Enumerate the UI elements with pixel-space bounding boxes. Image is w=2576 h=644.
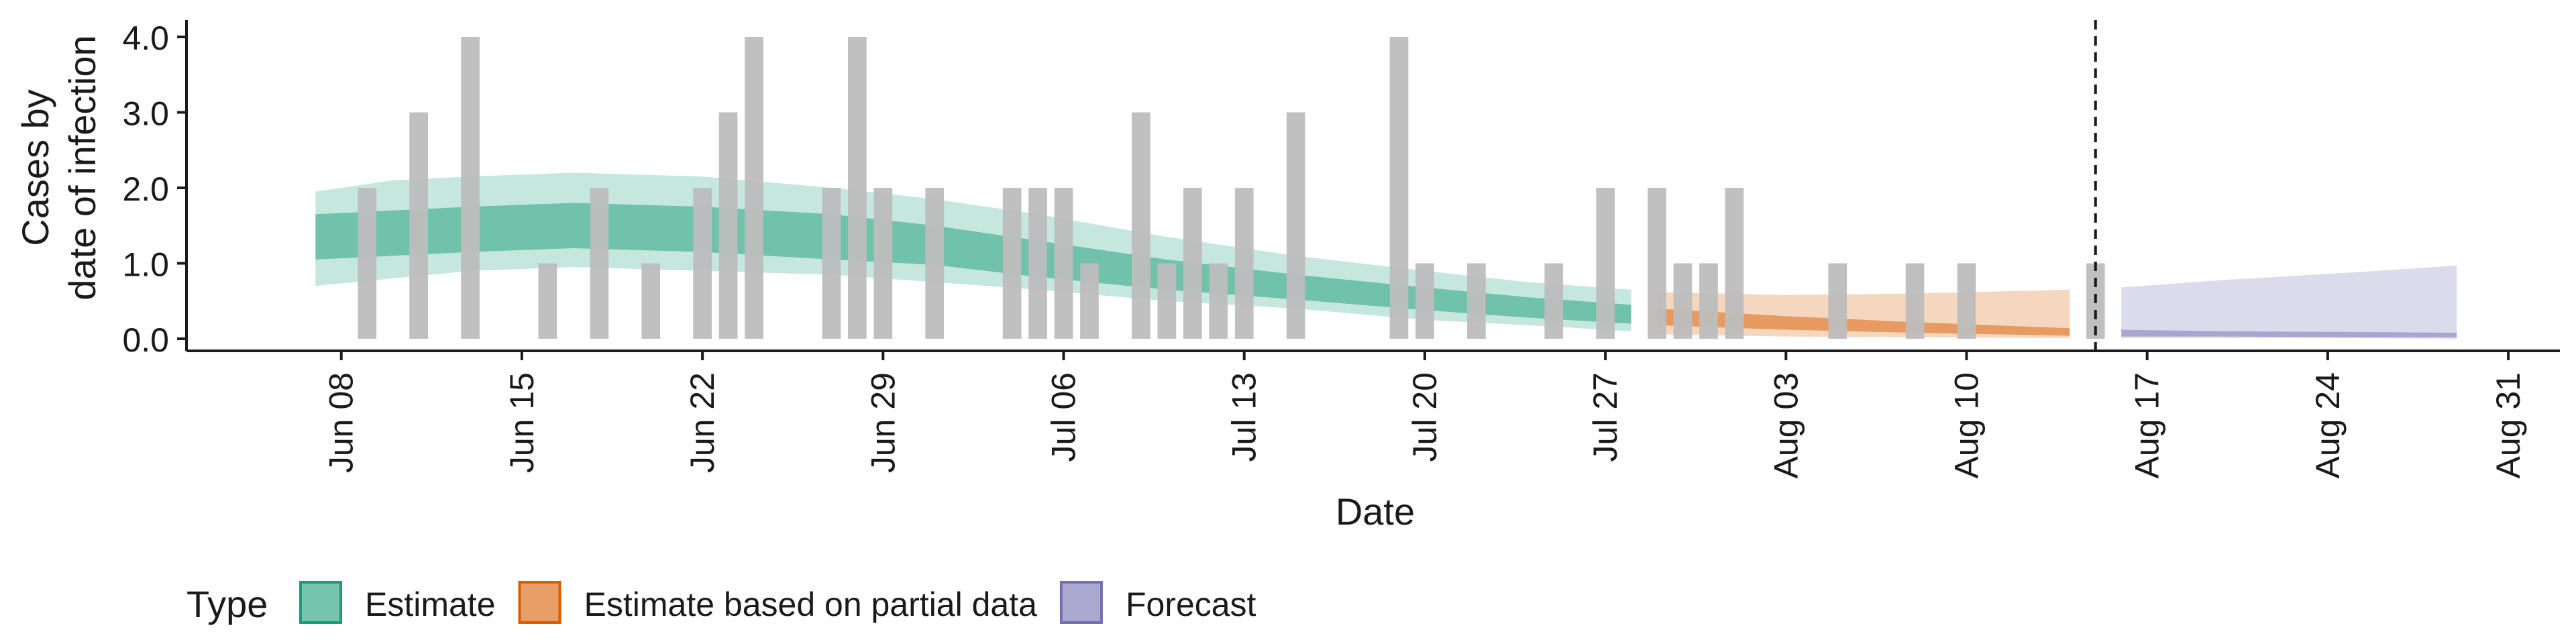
x-axis-label: Date bbox=[1336, 490, 1415, 533]
axes: 0.0 1.0 2.0 3.0 4.0 Jun 08 Jun 15 Jun 22 Jun 29 J… bbox=[122, 19, 2560, 478]
case-bar bbox=[1467, 263, 1486, 339]
case-bar bbox=[1389, 37, 1409, 339]
case-bar bbox=[925, 188, 945, 339]
case-bar bbox=[1725, 188, 1744, 339]
case-bar bbox=[848, 37, 867, 339]
case-bar bbox=[1183, 188, 1202, 339]
case-bar bbox=[590, 188, 609, 339]
case-bar bbox=[693, 188, 712, 339]
case-bar bbox=[1905, 263, 1925, 339]
case-bar bbox=[1157, 263, 1177, 339]
x-tick-label: Aug 10 bbox=[1948, 372, 1986, 478]
case-bar bbox=[461, 37, 480, 339]
x-tick-label: Jul 06 bbox=[1045, 372, 1083, 462]
case-bar bbox=[538, 263, 557, 339]
x-tick-label: Jun 15 bbox=[503, 372, 541, 473]
y-tick-label: 1.0 bbox=[122, 246, 169, 284]
case-bar bbox=[1957, 263, 1976, 339]
case-bar bbox=[641, 263, 661, 339]
case-bar bbox=[1415, 263, 1434, 339]
case-bar bbox=[409, 112, 428, 339]
y-tick-label: 0.0 bbox=[122, 321, 169, 359]
x-tick-label: Jul 27 bbox=[1587, 372, 1624, 462]
case-bar bbox=[1544, 263, 1564, 339]
x-tick-label: Aug 24 bbox=[2309, 372, 2347, 478]
legend-label-estimate-based-on-partial-data: Estimate based on partial data bbox=[584, 586, 1038, 623]
case-bar bbox=[358, 188, 377, 339]
estimate-bands bbox=[315, 172, 2457, 339]
case-bar bbox=[1234, 188, 1254, 339]
x-tick-label: Jun 29 bbox=[864, 372, 902, 473]
y-tick-label: 2.0 bbox=[122, 170, 169, 208]
case-bar bbox=[1209, 263, 1228, 339]
legend-swatch-estimate bbox=[299, 581, 342, 624]
x-tick-label: Jul 13 bbox=[1226, 372, 1263, 462]
legend: Type Estimate Estimate based on partial d… bbox=[186, 581, 1256, 625]
case-bar bbox=[822, 188, 841, 339]
x-tick-label: Jun 08 bbox=[323, 372, 360, 473]
legend-swatch-forecast bbox=[1059, 581, 1103, 624]
case-bar bbox=[1054, 188, 1073, 339]
case-bar bbox=[1699, 263, 1718, 339]
forecast-band-90 bbox=[2121, 265, 2457, 339]
legend-swatch-estimate-based-on-partial-data bbox=[518, 581, 561, 624]
case-bar bbox=[1673, 263, 1693, 339]
x-tick-label: Aug 31 bbox=[2489, 372, 2527, 478]
legend-label-forecast: Forecast bbox=[1126, 586, 1256, 623]
y-tick-label: 4.0 bbox=[122, 19, 169, 57]
observed-case-bars bbox=[358, 37, 2105, 339]
y-tick-label: 3.0 bbox=[122, 95, 169, 133]
case-bar bbox=[1828, 263, 1847, 339]
case-bar bbox=[1648, 188, 1666, 339]
case-bar bbox=[1132, 112, 1150, 339]
case-bar bbox=[1286, 112, 1305, 339]
case-bar bbox=[873, 188, 893, 339]
case-bar bbox=[1002, 188, 1022, 339]
case-bar bbox=[1596, 188, 1615, 339]
x-tick-label: Jul 20 bbox=[1406, 372, 1444, 462]
case-bar bbox=[745, 37, 763, 339]
forecast-band-50 bbox=[2121, 329, 2457, 337]
legend-label-estimate: Estimate bbox=[365, 586, 496, 623]
legend-title: Type bbox=[186, 583, 268, 625]
case-bar bbox=[718, 112, 738, 339]
x-tick-label: Jun 22 bbox=[684, 372, 721, 473]
y-axis-label-line-2: date of infection bbox=[61, 35, 103, 300]
x-tick-label: Aug 17 bbox=[2129, 372, 2166, 478]
case-bar bbox=[1080, 263, 1099, 339]
x-tick-label: Aug 03 bbox=[1767, 372, 1805, 478]
y-axis-label-line-1: Cases by bbox=[14, 89, 56, 246]
case-bar bbox=[1028, 188, 1047, 339]
